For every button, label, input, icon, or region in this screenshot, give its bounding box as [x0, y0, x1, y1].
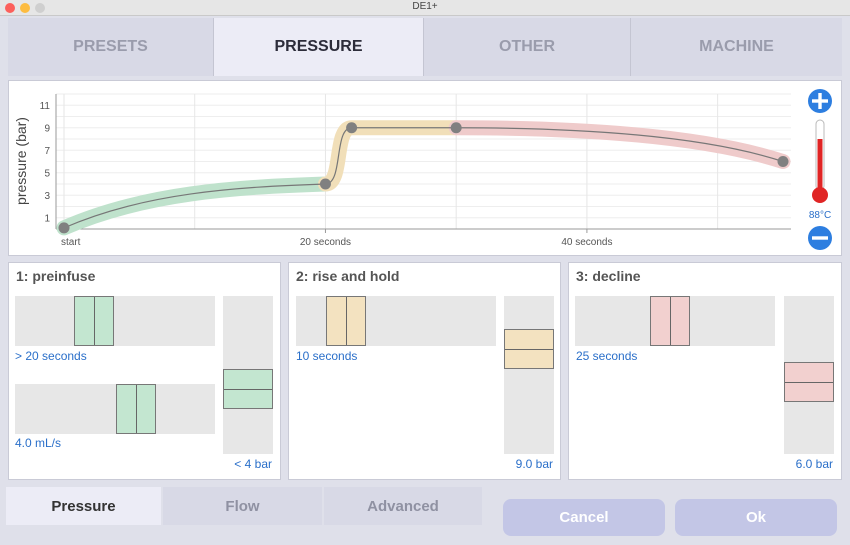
step-rise-and-hold-panel: 2: rise and hold 10 seconds 9.0 bar [288, 262, 561, 480]
y-axis-label: pressure (bar) [13, 117, 29, 205]
tab-advanced-mode[interactable]: Advanced [324, 487, 482, 525]
tab-other[interactable]: OTHER [424, 18, 631, 76]
time-value: 25 seconds [576, 349, 638, 363]
tab-machine[interactable]: MACHINE [631, 18, 842, 76]
flow-value: 4.0 mL/s [15, 436, 62, 450]
data-point[interactable] [777, 156, 789, 167]
main-tabs: PRESETS PRESSURE OTHER MACHINE [8, 18, 842, 76]
y-tick-label: 9 [44, 123, 50, 134]
time-slider-handle[interactable] [650, 296, 690, 346]
ok-button[interactable]: Ok [675, 499, 837, 536]
time-value: > 20 seconds [15, 349, 87, 363]
pressure-profile-chart[interactable]: pressure (bar) 1 3 5 7 9 11 start 20 seconds 40… [9, 81, 843, 257]
cancel-button[interactable]: Cancel [503, 499, 665, 536]
step-preinfuse-panel: 1: preinfuse > 20 seconds 4.0 mL/s < 4 b… [8, 262, 281, 480]
temperature-up-button[interactable] [808, 89, 832, 113]
segment-band-decline [448, 120, 791, 169]
tab-pressure[interactable]: PRESSURE [214, 18, 424, 76]
y-tick-label: 5 [44, 168, 50, 179]
time-value: 10 seconds [296, 349, 358, 363]
thermometer-icon [812, 119, 828, 203]
minimize-window-button[interactable] [20, 3, 30, 13]
x-tick-label: start [61, 237, 81, 248]
time-slider[interactable] [575, 296, 775, 346]
window-title: DE1+ [412, 1, 438, 12]
flow-slider-handle[interactable] [116, 384, 156, 434]
pressure-slider-handle[interactable] [784, 362, 834, 402]
x-tick-label: 40 seconds [561, 237, 612, 248]
time-slider-handle[interactable] [74, 296, 114, 346]
pressure-slider[interactable] [223, 296, 273, 454]
step-decline-panel: 3: decline 25 seconds 6.0 bar [568, 262, 842, 480]
segment-band-rise-and-hold [317, 120, 464, 192]
pressure-chart-panel: pressure (bar) 1 3 5 7 9 11 start 20 seconds 40… [8, 80, 842, 256]
x-tick-label: 20 seconds [300, 237, 351, 248]
data-point[interactable] [450, 122, 462, 134]
temperature-down-button[interactable] [808, 226, 832, 250]
pressure-value: < 4 bar [234, 457, 272, 471]
y-tick-label: 11 [40, 101, 51, 112]
tab-presets[interactable]: PRESETS [8, 18, 214, 76]
pressure-slider[interactable] [784, 296, 834, 454]
data-point[interactable] [346, 122, 358, 134]
time-slider[interactable] [296, 296, 496, 346]
title-bar: DE1+ [0, 0, 850, 16]
data-point[interactable] [58, 222, 70, 234]
data-point[interactable] [319, 178, 331, 190]
time-slider-handle[interactable] [326, 296, 366, 346]
chart-grid [56, 93, 791, 229]
pressure-slider-handle[interactable] [504, 329, 554, 369]
step-title: 2: rise and hold [296, 268, 400, 284]
zoom-window-button[interactable] [35, 3, 45, 13]
step-title: 3: decline [576, 268, 641, 284]
y-tick-label: 1 [44, 213, 50, 224]
tab-flow-mode[interactable]: Flow [163, 487, 322, 525]
pressure-value: 6.0 bar [795, 457, 833, 471]
pressure-slider[interactable] [504, 296, 554, 454]
step-title: 1: preinfuse [16, 268, 96, 284]
temperature-readout: 88°C [809, 210, 831, 221]
pressure-value: 9.0 bar [515, 457, 553, 471]
y-tick-label: 7 [44, 146, 50, 157]
pressure-slider-handle[interactable] [223, 369, 273, 409]
time-slider[interactable] [15, 296, 215, 346]
tab-pressure-mode[interactable]: Pressure [6, 487, 161, 525]
y-tick-label: 3 [44, 191, 50, 202]
flow-slider[interactable] [15, 384, 215, 434]
close-window-button[interactable] [5, 3, 15, 13]
